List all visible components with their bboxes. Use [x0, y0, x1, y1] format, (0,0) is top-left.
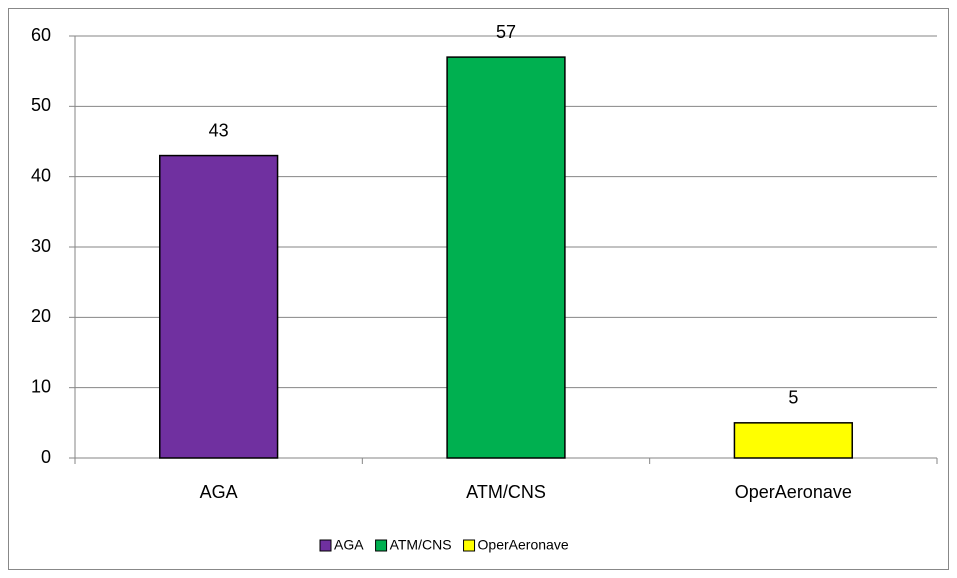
legend-swatch [463, 539, 476, 552]
y-tick-label: 40 [31, 165, 51, 185]
legend-swatch [319, 539, 332, 552]
legend-label: ATM/CNS [390, 537, 452, 553]
y-tick-label: 60 [31, 25, 51, 45]
legend-label: AGA [334, 537, 364, 553]
x-tick-label: AGA [200, 482, 238, 502]
data-label: 5 [788, 388, 798, 408]
y-tick-label: 10 [31, 376, 51, 396]
legend-label: OperAeronave [478, 537, 569, 553]
data-label: 57 [496, 22, 516, 42]
data-label: 43 [209, 120, 229, 140]
bar [159, 154, 279, 459]
legend-swatch [375, 539, 388, 552]
x-tick-label: OperAeronave [735, 482, 852, 502]
y-tick-label: 30 [31, 236, 51, 256]
y-tick-label: 0 [41, 447, 51, 467]
x-tick-label: ATM/CNS [466, 482, 546, 502]
bar [446, 56, 566, 459]
legend: AGA ATM/CNS OperAeronave [319, 537, 569, 553]
y-tick-label: 50 [31, 95, 51, 115]
bar [733, 422, 853, 459]
y-tick-label: 20 [31, 306, 51, 326]
